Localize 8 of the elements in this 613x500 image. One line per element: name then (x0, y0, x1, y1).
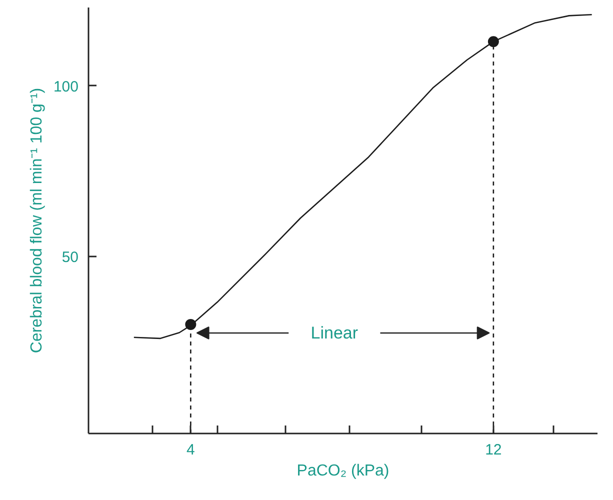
x-axis-title: PaCO₂ (kPa) (296, 462, 390, 480)
y-axis-title: Cerebral blood flow (ml min⁻¹ 100 g⁻¹) (28, 88, 46, 354)
y-tick-label: 50 (62, 248, 79, 266)
x-tick-label: 4 (186, 442, 195, 458)
line-series (133, 14, 592, 340)
annotation: Linear (310, 323, 358, 342)
x-tick-label: 12 (485, 442, 502, 458)
y-tick-label: 100 (53, 78, 79, 96)
